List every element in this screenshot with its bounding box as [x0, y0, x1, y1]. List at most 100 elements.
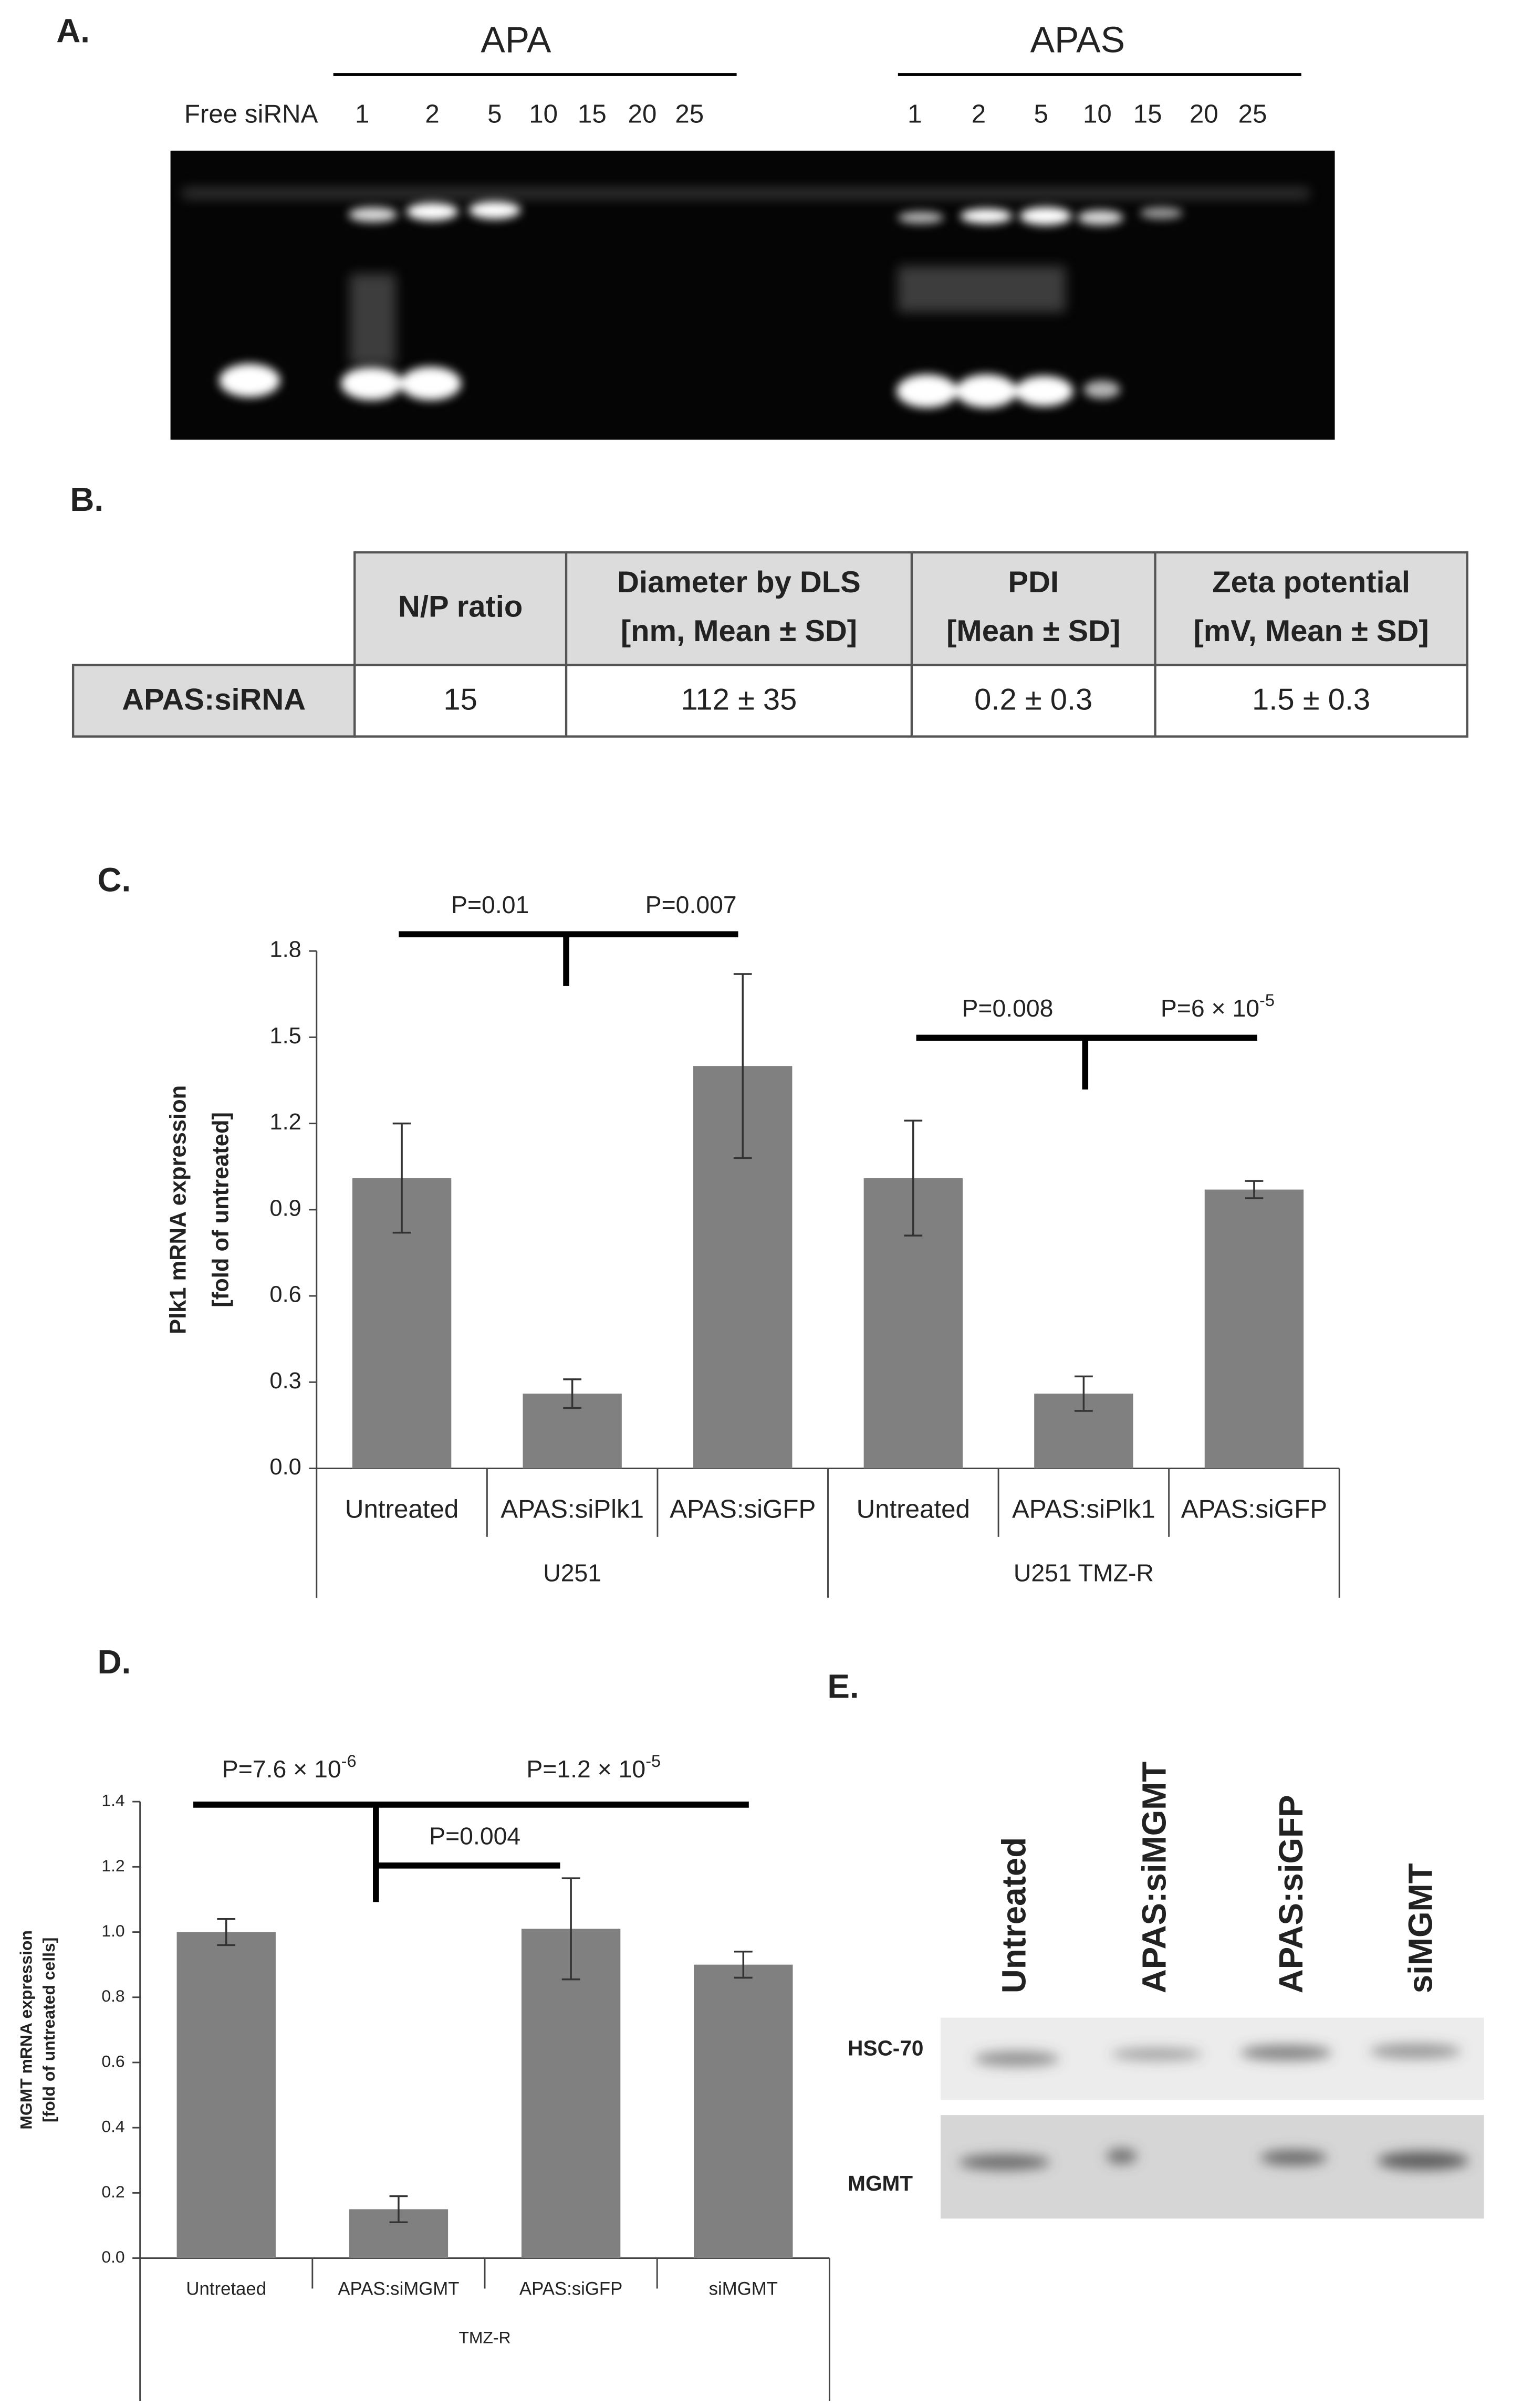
- table-header: PDI: [1008, 566, 1059, 599]
- row-label: MGMT: [848, 2171, 913, 2195]
- annotation-text: P=6 × 10: [1161, 994, 1259, 1022]
- error-bar: [392, 1122, 411, 1234]
- y-tick-label: 0.0: [269, 1454, 301, 1480]
- x-tick-label: APAS:siMGMT: [338, 2279, 459, 2299]
- annotation-text: P=0.01: [451, 891, 529, 918]
- annotation: P=1.2 × 10-5: [526, 1751, 661, 1783]
- lane-label: 25: [675, 99, 704, 128]
- y-tick-label: 0.2: [101, 2182, 124, 2201]
- table-cell: 1.5 ± 0.3: [1252, 683, 1370, 716]
- x-tick-label: Untreated: [345, 1495, 458, 1524]
- y-tick-label: 1.8: [269, 937, 301, 962]
- lane-label: Untreated: [995, 1837, 1033, 1994]
- significance-bracket: [193, 1802, 749, 1902]
- annotation-text: P=0.007: [645, 891, 737, 918]
- y-tick-label: 1.2: [101, 1856, 124, 1875]
- error-bar: [1245, 1180, 1264, 1199]
- table: [71, 551, 1468, 738]
- y-tick-label: 0.0: [101, 2247, 124, 2266]
- error-bar: [389, 2195, 408, 2223]
- y-tick-label: 1.0: [101, 1921, 124, 1940]
- table-header: [mV, Mean ± SD]: [1194, 614, 1429, 648]
- lane-label: APAS:siGFP: [1272, 1795, 1310, 1993]
- blot-image: [940, 2017, 1484, 2219]
- lane-label: 20: [628, 99, 657, 128]
- annotation: P=0.008: [962, 994, 1053, 1022]
- group-label: TMZ-R: [458, 2328, 510, 2347]
- group-label: APA: [481, 19, 551, 60]
- y-tick-label: 0.8: [101, 1986, 124, 2005]
- x-tick-label: APAS:siPlk1: [1012, 1495, 1155, 1524]
- group-label: APAS: [1030, 19, 1125, 60]
- significance-bracket: [916, 1034, 1257, 1090]
- annotation-text: P=1.2 × 10: [526, 1755, 645, 1783]
- x-tick-label: Untreated: [857, 1495, 970, 1524]
- y-tick-label: 1.2: [269, 1109, 301, 1135]
- lane-label: 15: [578, 99, 607, 128]
- x-tick-label: Untretaed: [186, 2279, 266, 2299]
- error-bar: [733, 973, 752, 1159]
- annotation-superscript: -6: [341, 1751, 357, 1770]
- y-tick-label: 1.5: [269, 1023, 301, 1049]
- annotation-superscript: -5: [645, 1751, 661, 1770]
- panel-label: E.: [827, 1668, 859, 1705]
- group-label: U251: [543, 1559, 601, 1587]
- error-bar: [734, 1951, 753, 1979]
- table-cell: 0.2 ± 0.3: [974, 683, 1092, 716]
- annotation: P=0.01: [451, 891, 529, 918]
- error-bar: [561, 1877, 580, 1981]
- lane-label: 1: [355, 99, 369, 128]
- lane-label: 10: [529, 99, 558, 128]
- y-tick-label: 0.9: [269, 1196, 301, 1221]
- y-axis-label: [fold of untreated cells]: [39, 1938, 58, 2122]
- y-tick-label: 0.6: [101, 2051, 124, 2070]
- annotation-text: P=0.004: [429, 1823, 520, 1850]
- gel-image: [170, 150, 1335, 440]
- bar: [176, 1932, 276, 2258]
- lane-label: 2: [425, 99, 439, 128]
- x-tick-label: siMGMT: [709, 2279, 778, 2299]
- significance-bracket: [399, 931, 738, 986]
- y-axis-label: MGMT mRNA expression: [17, 1930, 36, 2129]
- lane-label: 15: [1133, 99, 1162, 128]
- x-tick-label: APAS:siGFP: [670, 1495, 816, 1524]
- lane-label: siMGMT: [1401, 1863, 1439, 1993]
- table-header: Zeta potential: [1212, 566, 1410, 599]
- y-tick-label: 0.6: [269, 1282, 301, 1307]
- lane-label: 20: [1190, 99, 1218, 128]
- panel-label: B.: [70, 480, 103, 518]
- lane-label: 10: [1083, 99, 1112, 128]
- panel-label: D.: [97, 1643, 131, 1681]
- table-header: [Mean ± SD]: [946, 614, 1120, 648]
- x-tick-label: APAS:siGFP: [519, 2279, 622, 2299]
- row-header: APAS:siRNA: [122, 683, 306, 716]
- annotation: P=0.004: [429, 1823, 520, 1850]
- table-cell: 15: [443, 683, 477, 716]
- x-tick-label: APAS:siPlk1: [501, 1495, 644, 1524]
- y-tick-label: 1.4: [101, 1791, 124, 1810]
- lane-label: APAS:siMGMT: [1135, 1762, 1173, 1994]
- bar: [1204, 1189, 1304, 1469]
- table-header: [nm, Mean ± SD]: [621, 614, 857, 648]
- bar: [694, 1964, 793, 2258]
- error-bar: [1074, 1375, 1093, 1412]
- panel-label: C.: [97, 861, 131, 899]
- table-cell: 112 ± 35: [681, 683, 797, 716]
- annotation: P=0.007: [645, 891, 737, 918]
- lane-label: 1: [908, 99, 922, 128]
- table-header: N/P ratio: [398, 590, 523, 623]
- x-tick-label: APAS:siGFP: [1181, 1495, 1327, 1524]
- lane-label: 5: [1034, 99, 1048, 128]
- lane-label: 25: [1238, 99, 1267, 128]
- row-label: HSC-70: [848, 2036, 923, 2060]
- annotation: P=6 × 10-5: [1161, 990, 1275, 1022]
- group-label: U251 TMZ-R: [1014, 1559, 1154, 1587]
- y-tick-label: 0.4: [101, 2117, 124, 2136]
- lane-label: Free siRNA: [184, 99, 318, 128]
- error-bar: [217, 1918, 236, 1946]
- annotation-text: P=0.008: [962, 994, 1053, 1022]
- table-header: Diameter by DLS: [617, 566, 861, 599]
- annotation: P=7.6 × 10-6: [222, 1751, 357, 1783]
- panel-label: A.: [56, 12, 90, 50]
